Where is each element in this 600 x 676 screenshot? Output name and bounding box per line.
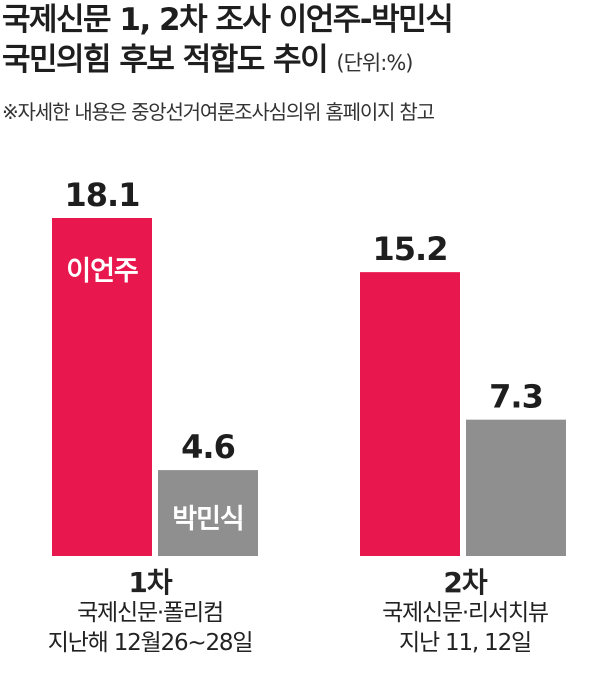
value-label-lee-eonju-1: 18.1 [65,176,140,214]
bar-park-minsik-2 [466,419,566,556]
group-round-2: 2차 [443,566,487,599]
group-label-1: 1차 국제신문·폴리컴 지난해 12월26~28일 [20,568,280,658]
title-line-1: 국제신문 1, 2차 조사 이언주-박민식 [2,2,454,38]
group-round-1: 1차 [128,566,172,599]
title-line-2: 국민의힘 후보 적합도 추이 (단위:%) [2,40,598,83]
source-note: ※자세한 내용은 중앙선거여론조사심의위 홈페이지 참고 [2,100,435,124]
value-label-park-minsik-1: 4.6 [181,428,235,466]
value-label-park-minsik-2: 7.3 [489,378,543,416]
bar-lee-eonju-2 [360,272,460,556]
series-label-park-minsik: 박민식 [172,504,244,535]
group-pollster-2: 국제신문·리서치뷰 [382,600,549,626]
group-period-1: 지난해 12월26~28일 [47,630,254,656]
value-label-lee-eonju-2: 15.2 [373,230,448,268]
bar-park-minsik-1 [158,470,258,556]
bar-lee-eonju-1 [52,218,152,556]
unit-label: (단위:%) [336,51,413,75]
chart-title: 국제신문 1, 2차 조사 이언주-박민식 국민의힘 후보 적합도 추이 (단위… [2,0,598,83]
group-pollster-1: 국제신문·폴리컴 [77,600,224,626]
series-label-lee-eonju: 이언주 [66,256,138,287]
title-line-2-text: 국민의힘 후보 적합도 추이 [2,42,329,78]
group-label-2: 2차 국제신문·리서치뷰 지난 11, 12일 [340,568,590,658]
group-period-2: 지난 11, 12일 [399,630,532,656]
